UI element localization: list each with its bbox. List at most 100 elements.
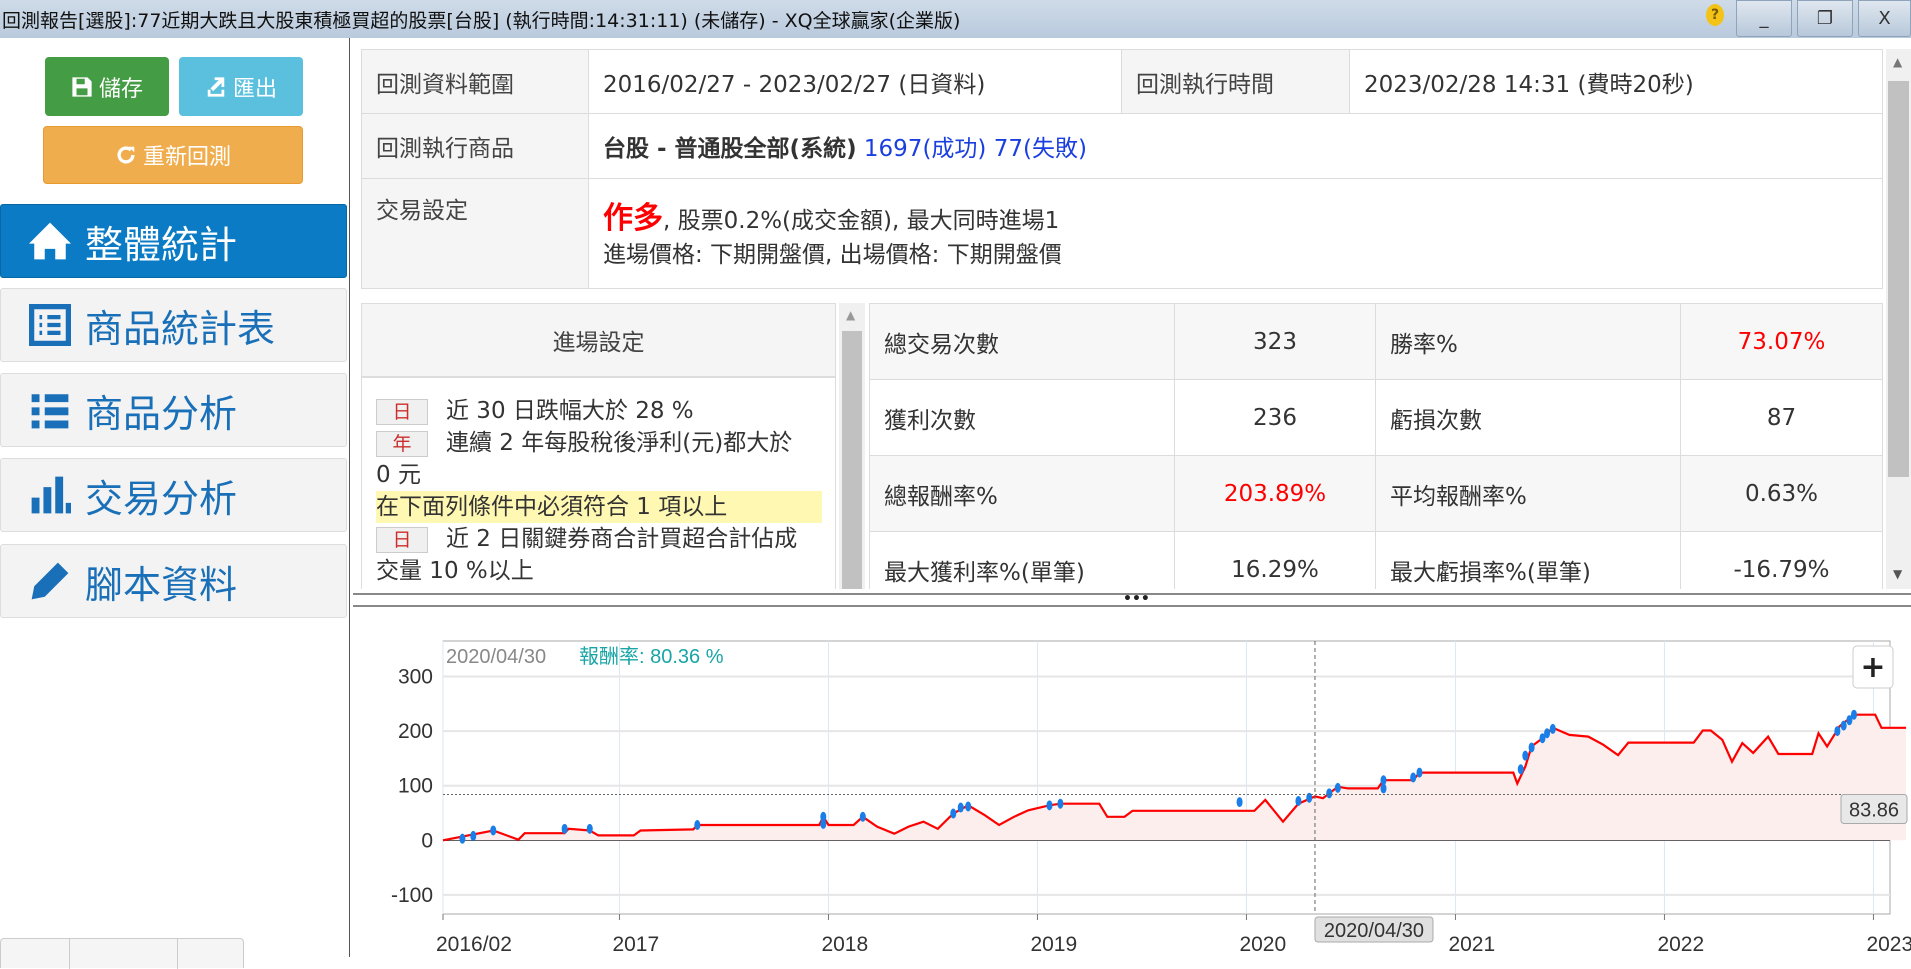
sidebar-item-script-data[interactable]: 腳本資料 xyxy=(0,544,347,618)
zoom-in-button[interactable] xyxy=(1852,645,1894,689)
entry-scrollbar[interactable]: ▲ xyxy=(839,303,865,589)
group-note: 在下面列條件中必須符合 1 項以上 xyxy=(376,491,822,523)
equity-line xyxy=(442,713,1907,842)
trade-marker xyxy=(1380,775,1387,786)
frequency-badge: 日 xyxy=(376,398,428,425)
tooltip-return: 報酬率: 80.36 % xyxy=(579,645,724,668)
x-tick-label: 2017 xyxy=(612,933,659,956)
trade-marker xyxy=(694,820,701,831)
trade-marker xyxy=(586,823,593,834)
trade-marker xyxy=(490,825,497,836)
stats-row: 總報酬率% 203.89% 平均報酬率% 0.63% xyxy=(869,455,1883,532)
stats-row: 獲利次數 236 虧損次數 87 xyxy=(869,379,1883,456)
panel-splitter[interactable]: ••• xyxy=(353,591,1911,607)
stats-row: 總交易次數 323 勝率% 73.07% xyxy=(869,303,1883,380)
sidebar-item-trade-analysis[interactable]: 交易分析 xyxy=(0,458,347,532)
x-tick-label: 2022 xyxy=(1657,933,1704,956)
table-list-icon xyxy=(29,304,71,346)
trade-marker xyxy=(1326,788,1333,799)
scroll-up-icon[interactable]: ▲ xyxy=(1893,55,1903,69)
range-value: 2016/02/27 - 2023/02/27 (日資料) xyxy=(588,49,1122,114)
minimize-button[interactable]: _ xyxy=(1736,0,1792,37)
x-tick-label: 2018 xyxy=(821,933,868,956)
condition-item: 日近 2 日關鍵券商合計買超合計佔成 xyxy=(376,523,821,555)
bar-chart-icon xyxy=(31,476,71,514)
product-fail-count[interactable]: 77(失敗) xyxy=(993,136,1087,162)
stat-label: 最大虧損率%(單筆) xyxy=(1375,531,1681,589)
stat-label: 總報酬率% xyxy=(869,455,1175,532)
range-label: 回測資料範圍 xyxy=(361,49,589,114)
splitter-grip-icon[interactable]: ••• xyxy=(1123,591,1150,607)
crosshair-y-box xyxy=(1840,794,1908,825)
title-bar: 回測報告[選股]:77近期大跌且大股東積極買超的股票[台股] (執行時間:14:… xyxy=(0,0,1911,38)
sidebar: 儲存 匯出 重新回測 整體統計 商品統計表 商品分析 交易分析 腳本資料 xyxy=(0,38,350,969)
restore-button[interactable]: ❐ xyxy=(1797,0,1853,37)
stat-label: 最大獲利率%(單筆) xyxy=(869,531,1175,589)
condition-item: 日近 30 日跌幅大於 28 % xyxy=(376,395,821,427)
y-tick-label: 100 xyxy=(398,775,433,798)
stat-value: 203.89% xyxy=(1174,455,1376,532)
pencil-icon xyxy=(31,562,69,600)
trade-marker xyxy=(1416,767,1423,778)
y-tick-label: -100 xyxy=(391,884,433,907)
help-icon[interactable]: ? xyxy=(1706,4,1724,26)
trade-marker xyxy=(1295,795,1302,806)
crosshair-y-label: 83.86 xyxy=(1849,800,1899,822)
crosshair-x-label: 2020/04/30 xyxy=(1324,920,1424,942)
trade-marker xyxy=(1236,797,1243,808)
trade-marker xyxy=(1522,750,1529,761)
sidebar-item-product-table[interactable]: 商品統計表 xyxy=(0,288,347,362)
scroll-down-icon[interactable]: ▼ xyxy=(1893,567,1903,581)
sidebar-item-label: 腳本資料 xyxy=(85,562,238,607)
trade-marker xyxy=(1846,715,1853,726)
trade-marker xyxy=(1544,728,1551,739)
main-scrollbar[interactable]: ▲ ▼ xyxy=(1886,49,1911,589)
bullet-list-icon xyxy=(31,394,69,429)
tab-divider xyxy=(69,939,70,969)
product-success-count[interactable]: 1697(成功) xyxy=(863,136,987,162)
stat-label: 獲利次數 xyxy=(869,379,1175,456)
y-tick-label: 0 xyxy=(421,829,433,852)
trade-settings-label: 交易設定 xyxy=(361,178,589,289)
entry-settings-header: 進場設定 xyxy=(362,304,835,378)
trade-marker xyxy=(859,811,866,822)
stat-value: 73.07% xyxy=(1680,303,1883,380)
stats-row: 最大獲利率%(單筆) 16.29% 最大虧損率%(單筆) -16.79% xyxy=(869,531,1883,589)
trade-marker xyxy=(820,811,827,822)
sidebar-item-overall-stats[interactable]: 整體統計 xyxy=(0,204,347,278)
frequency-badge: 年 xyxy=(376,430,428,457)
stat-value: 236 xyxy=(1174,379,1376,456)
rerun-button[interactable]: 重新回測 xyxy=(43,126,303,184)
sidebar-item-label: 交易分析 xyxy=(85,476,238,521)
x-tick-label: 2023 xyxy=(1866,933,1911,956)
trade-marker xyxy=(561,823,568,834)
save-label: 儲存 xyxy=(98,76,143,102)
stat-value: 0.63% xyxy=(1680,455,1883,532)
stat-label: 總交易次數 xyxy=(869,303,1175,380)
equity-chart[interactable]: 2016/02 2017 2018 2019 2020 2021 2022 2023 300 20… xyxy=(350,605,1911,957)
trade-marker xyxy=(1380,783,1387,794)
summary-table: 回測資料範圍 2016/02/27 - 2023/02/27 (日資料) 回測執… xyxy=(361,49,1883,289)
y-tick-label: 200 xyxy=(398,720,433,743)
scroll-up-icon[interactable]: ▲ xyxy=(846,308,856,322)
trade-marker xyxy=(1850,709,1857,720)
export-icon xyxy=(207,76,225,97)
export-button[interactable]: 匯出 xyxy=(179,57,303,116)
bottom-tabs[interactable] xyxy=(0,938,244,969)
stat-value: 16.29% xyxy=(1174,531,1376,589)
stats-table: 總交易次數 323 勝率% 73.07% 獲利次數 236 虧損次數 87 總報… xyxy=(869,303,1883,589)
exec-time-label: 回測執行時間 xyxy=(1121,49,1350,114)
close-button[interactable]: X xyxy=(1858,0,1911,37)
trade-marker xyxy=(965,801,972,812)
x-tick-label: 2016/02 xyxy=(436,933,512,956)
condition-text-cont: 交量 10 %以上 xyxy=(376,558,534,584)
tooltip-date: 2020/04/30 xyxy=(446,646,546,668)
trade-marker xyxy=(1539,733,1546,744)
save-button[interactable]: 儲存 xyxy=(45,57,169,116)
scroll-thumb[interactable] xyxy=(842,331,862,589)
stat-label: 平均報酬率% xyxy=(1375,455,1681,532)
scroll-thumb[interactable] xyxy=(1888,81,1909,477)
stats-panel: 總交易次數 323 勝率% 73.07% 獲利次數 236 虧損次數 87 總報… xyxy=(869,303,1883,589)
sidebar-item-product-analysis[interactable]: 商品分析 xyxy=(0,373,347,447)
plus-icon[interactable]: + xyxy=(1860,650,1885,685)
